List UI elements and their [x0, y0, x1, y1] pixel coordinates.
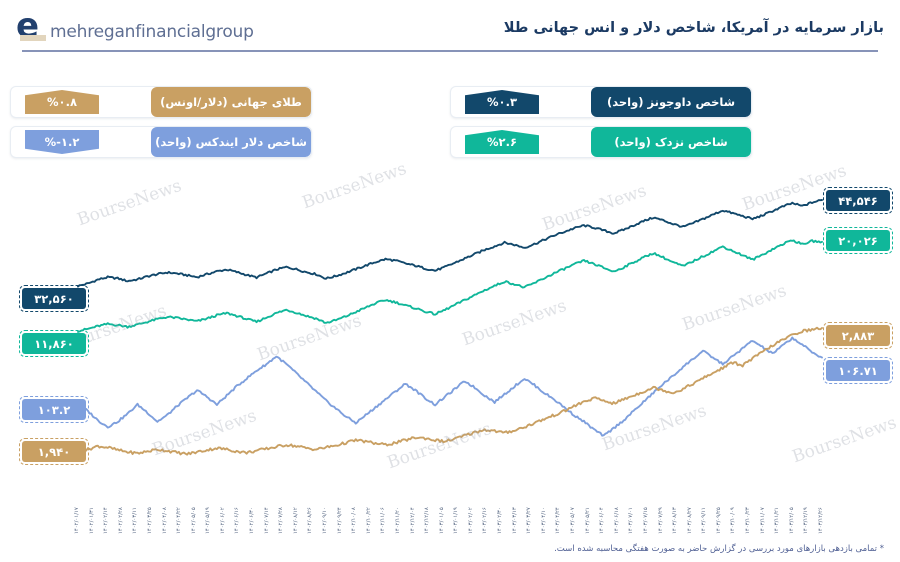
- x-tick-label: ۱۴۰۲/۱۲/۱۸: [424, 507, 431, 534]
- x-tick-label: ۱۴۰۳/۰۹/۱۱: [701, 507, 708, 534]
- x-tick-label: ۱۴۰۳/۰۶/۰۴: [599, 507, 606, 534]
- x-tick-label: ۱۴۰۳/۰۱/۰۵: [438, 507, 445, 534]
- legend-label-dowjones: شاخص داوجونز (واحد): [591, 87, 751, 117]
- x-tick-label: ۱۴۰۲/۱۰/۰۸: [351, 507, 358, 534]
- x-tick-label: ۱۴۰۲/۱۱/۲۰: [394, 507, 401, 534]
- x-tick-label: ۱۴۰۳/۰۲/۳۰: [497, 507, 504, 534]
- x-tick-label: ۱۴۰۲/۰۴/۰۸: [161, 507, 168, 534]
- x-tick-label: ۱۴۰۳/۰۴/۱۰: [540, 507, 547, 534]
- x-tick-label: ۱۴۰۳/۰۷/۲۹: [657, 507, 664, 534]
- legend-item-gold[interactable]: طلای جهانی (دلار/اونس) %۰.۸: [10, 86, 312, 118]
- x-tick-label: ۱۴۰۳/۰۲/۰۲: [467, 507, 474, 534]
- value-tag-nasdaq-start: ۱۱,۸۶۰: [19, 330, 89, 357]
- x-tick-label: ۱۴۰۳/۱۲/۲۶: [818, 507, 824, 534]
- chart-canvas: [77, 199, 823, 456]
- x-tick-label: ۱۴۰۳/۰۵/۲۱: [584, 507, 591, 534]
- x-tick-label: ۱۴۰۲/۰۲/۲۸: [117, 507, 124, 534]
- series-line-1: [77, 239, 823, 333]
- x-tick-label: ۱۴۰۳/۰۳/۱۳: [511, 507, 518, 534]
- series-line-3: [77, 326, 823, 456]
- brand-logo: e mehreganfinancialgroup: [14, 9, 254, 43]
- x-tick-label: ۱۴۰۳/۱۰/۰۹: [730, 507, 737, 534]
- x-tick-label: ۱۴۰۲/۰۴/۲۲: [176, 507, 183, 534]
- legend-label-dollar-index: شاخص دلار ایندکس (واحد): [151, 127, 311, 157]
- x-tick-label: ۱۴۰۲/۰۹/۲۴: [336, 507, 343, 534]
- series-line-2: [77, 336, 823, 437]
- value-tag-dowjones-start: ۳۲,۵۶۰: [19, 285, 89, 312]
- x-tick-label: ۱۴۰۳/۰۸/۱۳: [672, 507, 679, 534]
- x-tick-label: ۱۴۰۲/۰۵/۱۹: [205, 507, 212, 534]
- x-tick-label: ۱۴۰۲/۰۲/۱۴: [103, 507, 110, 534]
- legend-label-nasdaq: شاخص نزدک (واحد): [591, 127, 751, 157]
- value-tag-gold-end: ۲,۸۸۳: [823, 322, 893, 349]
- x-tick-label: ۱۴۰۲/۱۱/۰۶: [380, 507, 387, 534]
- legend-change-dowjones: %۰.۳: [465, 90, 539, 114]
- x-tick-label: ۱۴۰۲/۰۱/۱۷: [74, 507, 80, 534]
- legend-item-dollar-index[interactable]: شاخص دلار ایندکس (واحد) %-۱.۲: [10, 126, 312, 158]
- x-tick-label: ۱۴۰۳/۰۲/۱۶: [482, 507, 489, 534]
- x-tick-label: ۱۴۰۳/۱۲/۰۵: [788, 507, 795, 534]
- legend-item-nasdaq[interactable]: شاخص نزدک (واحد) %۲.۶: [450, 126, 752, 158]
- value-tag-dollar-index-end: ۱۰۶.۷۱: [823, 357, 893, 384]
- x-tick-label: ۱۴۰۳/۰۴/۲۴: [555, 507, 562, 534]
- legend-change-gold: %۰.۸: [25, 90, 99, 114]
- x-tick-label: ۱۴۰۲/۰۱/۳۱: [88, 507, 95, 534]
- chart-footnote: * تمامی بازدهی بازارهای مورد بررسی در گز…: [554, 544, 884, 554]
- x-tick-label: ۱۴۰۲/۰۸/۲۶: [307, 507, 314, 534]
- x-tick-label: ۱۴۰۲/۱۰/۲۲: [365, 507, 372, 534]
- x-tick-label: ۱۴۰۳/۰۹/۲۵: [715, 507, 722, 534]
- legend-group: طلای جهانی (دلار/اونس) %۰.۸ شاخص دلار ای…: [0, 86, 900, 164]
- value-tag-dollar-index-start: ۱۰۳.۲: [19, 396, 89, 423]
- value-tag-gold-start: ۱,۹۴۰: [19, 438, 89, 465]
- page-title: بازار سرمایه در آمریکا، شاخص دلار و انس …: [503, 20, 884, 36]
- x-tick-label: ۱۴۰۲/۰۳/۱۱: [132, 507, 139, 534]
- x-tick-label: ۱۴۰۲/۱۲/۰۴: [409, 507, 416, 534]
- x-tick-label: ۱۴۰۳/۱۰/۲۳: [745, 507, 752, 534]
- value-tag-nasdaq-end: ۲۰,۰۲۶: [823, 227, 893, 254]
- x-tick-label: ۱۴۰۳/۰۷/۱۵: [642, 507, 649, 534]
- logo-e-glyph: e: [16, 6, 40, 46]
- x-tick-label: ۱۴۰۳/۰۵/۰۷: [570, 507, 576, 534]
- x-tick-label: ۱۴۰۳/۰۷/۰۱: [628, 507, 635, 534]
- brand-name: mehreganfinancialgroup: [50, 22, 254, 42]
- x-tick-label: ۱۴۰۳/۱۱/۰۷: [759, 507, 766, 534]
- x-tick-label: ۱۴۰۳/۰۸/۲۷: [686, 507, 693, 534]
- x-tick-label: ۱۴۰۲/۰۷/۲۸: [278, 507, 285, 534]
- x-tick-label: ۱۴۰۲/۰۵/۰۵: [190, 507, 197, 534]
- x-tick-label: ۱۴۰۲/۰۸/۱۲: [292, 507, 299, 534]
- page-header: e mehreganfinancialgroup بازار سرمایه در…: [0, 0, 900, 56]
- multi-series-line-chart: BourseNews BourseNews BourseNews BourseN…: [0, 159, 900, 498]
- header-divider: [22, 50, 878, 52]
- x-tick-label: ۱۴۰۲/۰۶/۰۲: [219, 507, 226, 534]
- x-tick-label: ۱۴۰۲/۰۶/۳۰: [249, 507, 256, 534]
- legend-item-dowjones[interactable]: شاخص داوجونز (واحد) %۰.۳: [450, 86, 752, 118]
- x-tick-label: ۱۴۰۲/۰۶/۱۶: [234, 507, 241, 534]
- x-tick-label: ۱۴۰۳/۱۲/۱۹: [803, 507, 810, 534]
- x-tick-label: ۱۴۰۳/۰۳/۲۷: [526, 507, 533, 534]
- series-line-0: [77, 199, 823, 288]
- x-tick-label: ۱۴۰۳/۰۱/۱۹: [453, 507, 460, 534]
- x-tick-label: ۱۴۰۲/۰۳/۲۵: [146, 507, 153, 534]
- logo-underline-bar: [20, 35, 46, 41]
- x-tick-label: ۱۴۰۲/۰۹/۱۰: [322, 507, 328, 534]
- x-tick-label: ۱۴۰۲/۰۷/۱۴: [263, 507, 270, 534]
- value-tag-dowjones-end: ۴۴,۵۴۶: [823, 187, 893, 214]
- logo-e-icon: e: [14, 9, 48, 43]
- legend-change-nasdaq: %۲.۶: [465, 130, 539, 154]
- legend-change-dollar-index: %-۱.۲: [25, 130, 99, 154]
- x-tick-label: ۱۴۰۳/۱۱/۲۱: [774, 507, 781, 534]
- x-axis-tick-labels: ۱۴۰۲/۰۱/۱۷ ۱۴۰۲/۰۱/۳۱ ۱۴۰۲/۰۲/۱۴ ۱۴۰۲/۰۲/۲۸…: [0, 486, 900, 534]
- x-tick-label: ۱۴۰۳/۰۶/۱۸: [613, 507, 620, 534]
- legend-label-gold: طلای جهانی (دلار/اونس): [151, 87, 311, 117]
